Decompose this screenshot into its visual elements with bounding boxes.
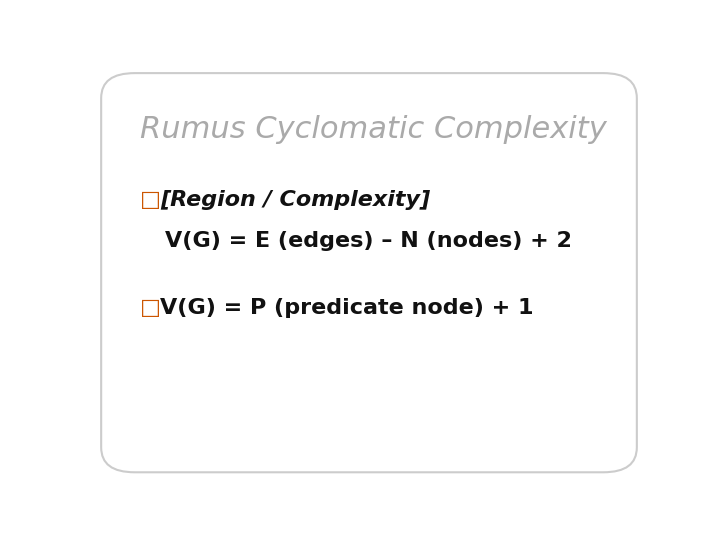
Text: Rumus Cyclomatic Complexity: Rumus Cyclomatic Complexity bbox=[140, 114, 607, 144]
Text: V(G) = P (predicate node) + 1: V(G) = P (predicate node) + 1 bbox=[160, 298, 534, 318]
Text: □: □ bbox=[140, 298, 161, 318]
FancyBboxPatch shape bbox=[101, 73, 637, 472]
Text: V(G) = E (edges) – N (nodes) + 2: V(G) = E (edges) – N (nodes) + 2 bbox=[166, 231, 572, 251]
Text: [Region / Complexity]: [Region / Complexity] bbox=[160, 190, 430, 210]
Text: □: □ bbox=[140, 190, 161, 210]
